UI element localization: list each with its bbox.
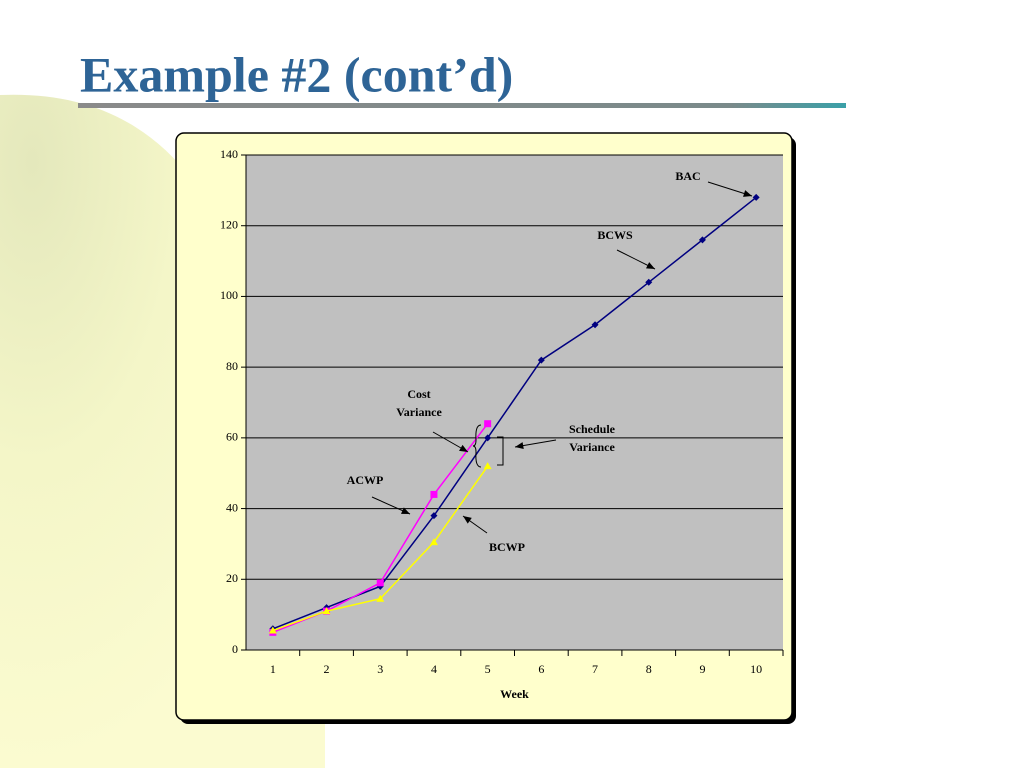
x-tick-label: 6 xyxy=(538,662,544,676)
x-axis-label: Week xyxy=(500,687,529,701)
annotation: BCWS xyxy=(597,228,633,242)
bracket xyxy=(472,424,482,468)
y-tick-label: 40 xyxy=(226,500,238,514)
y-tick-label: 120 xyxy=(220,217,238,231)
arrow-head xyxy=(459,444,468,452)
x-tick-label: 3 xyxy=(377,662,383,676)
marker xyxy=(483,462,492,470)
x-tick-label: 8 xyxy=(646,662,652,676)
annotation: Schedule xyxy=(569,422,616,436)
arrow-head xyxy=(463,516,472,524)
y-tick-label: 140 xyxy=(220,147,238,161)
x-tick-label: 1 xyxy=(270,662,276,676)
marker xyxy=(645,278,653,286)
y-tick-label: 100 xyxy=(220,288,238,302)
marker xyxy=(484,434,492,442)
marker xyxy=(537,356,545,364)
arrow-head xyxy=(743,190,752,197)
marker xyxy=(429,538,438,546)
marker xyxy=(430,512,438,520)
y-tick-label: 60 xyxy=(226,430,238,444)
annotation: Cost xyxy=(407,387,430,401)
bracket xyxy=(497,436,504,466)
y-tick-label: 80 xyxy=(226,359,238,373)
arrow-head xyxy=(646,262,655,269)
marker xyxy=(698,236,706,244)
arrow-head xyxy=(401,507,410,514)
marker xyxy=(484,420,492,428)
annotation: Variance xyxy=(569,440,615,454)
annotation: ACWP xyxy=(347,473,384,487)
marker xyxy=(430,490,438,498)
y-tick-label: 20 xyxy=(226,571,238,585)
marker xyxy=(752,193,760,201)
x-tick-label: 10 xyxy=(750,662,762,676)
y-tick-label: 0 xyxy=(232,642,238,656)
plot-area xyxy=(246,155,783,650)
marker xyxy=(376,579,384,587)
title-underline xyxy=(78,103,846,108)
x-tick-label: 7 xyxy=(592,662,598,676)
slide-title: Example #2 (cont’d) xyxy=(80,46,513,102)
marker xyxy=(376,594,385,602)
x-tick-label: 9 xyxy=(699,662,705,676)
annotation: Variance xyxy=(396,405,442,419)
annotation: BAC xyxy=(675,169,700,183)
arrow-head xyxy=(515,442,524,450)
x-tick-label: 5 xyxy=(485,662,491,676)
x-tick-label: 2 xyxy=(324,662,330,676)
annotation: BCWP xyxy=(489,540,525,554)
marker xyxy=(591,321,599,329)
marker xyxy=(322,607,331,615)
x-tick-label: 4 xyxy=(431,662,437,676)
marker xyxy=(268,626,277,634)
